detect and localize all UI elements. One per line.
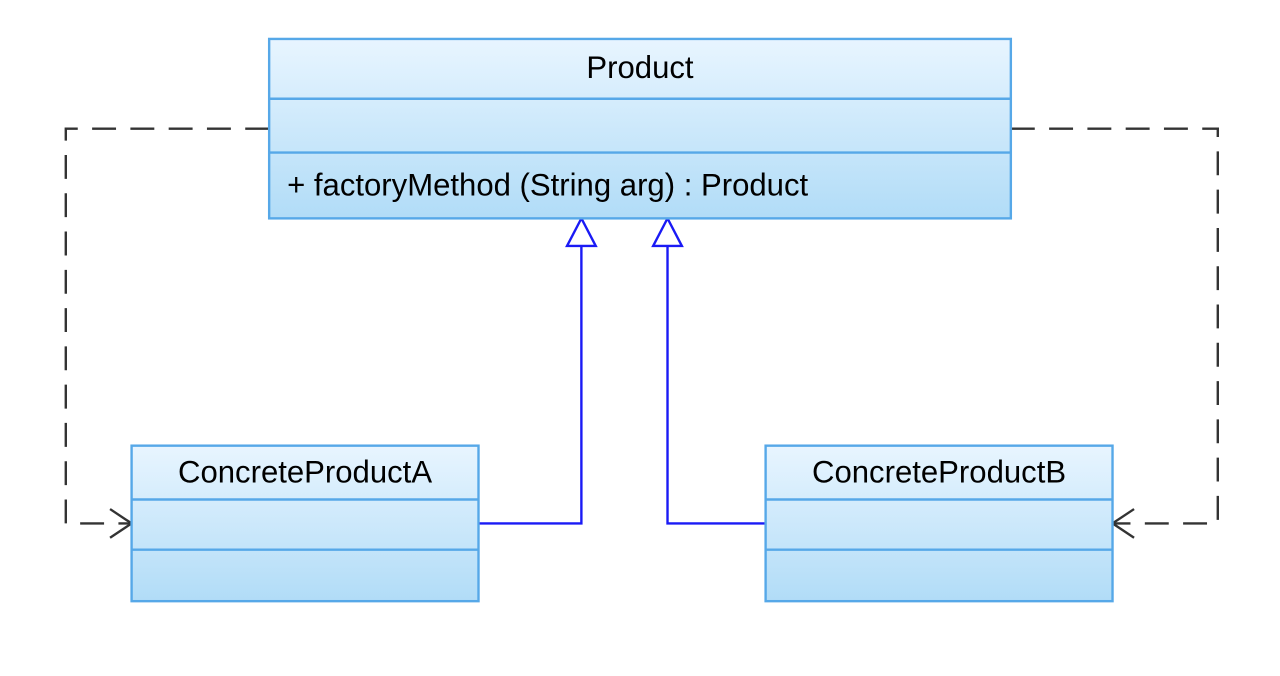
inheritance-edge-b	[653, 218, 765, 523]
class-concrete-b-title: ConcreteProductB	[812, 455, 1066, 490]
class-product: Product + factoryMethod (String arg) : P…	[269, 39, 1011, 218]
inheritance-edge-a	[479, 218, 596, 523]
class-concrete-b: ConcreteProductB	[766, 446, 1113, 602]
class-concrete-a: ConcreteProductA	[132, 446, 479, 602]
uml-diagram: Product + factoryMethod (String arg) : P…	[0, 0, 1280, 676]
class-product-method: + factoryMethod (String arg) : Product	[287, 167, 808, 202]
class-concrete-a-title: ConcreteProductA	[178, 455, 432, 490]
class-product-title: Product	[586, 50, 694, 85]
